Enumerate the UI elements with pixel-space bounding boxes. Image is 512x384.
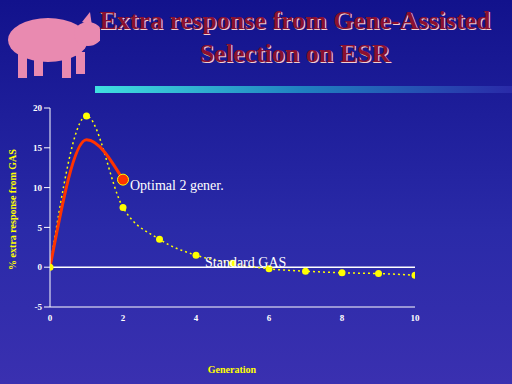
svg-text:6: 6 [267, 313, 272, 323]
html-text:% extra response from GAS: % extra response from GAS [6, 149, 18, 270]
svg-text:0: 0 [48, 313, 53, 323]
svg-text:10: 10 [33, 183, 43, 193]
svg-text:5: 5 [38, 223, 43, 233]
svg-text:8: 8 [340, 313, 345, 323]
svg-text:10: 10 [411, 313, 421, 323]
svg-text:4: 4 [194, 313, 199, 323]
html-text:Optimal 2 gener.: Optimal 2 gener. [130, 178, 224, 193]
html-text:Standard GAS: Standard GAS [205, 255, 287, 270]
html-text:Extra response from Gene-Assis: Extra response from Gene-Assisted Select… [99, 6, 491, 68]
svg-text:2: 2 [121, 313, 126, 323]
html-text:Generation: Generation [207, 364, 257, 375]
svg-text:20: 20 [33, 103, 43, 113]
svg-text:-5: -5 [35, 302, 43, 312]
svg-text:15: 15 [33, 143, 43, 153]
svg-text:0: 0 [38, 262, 43, 272]
